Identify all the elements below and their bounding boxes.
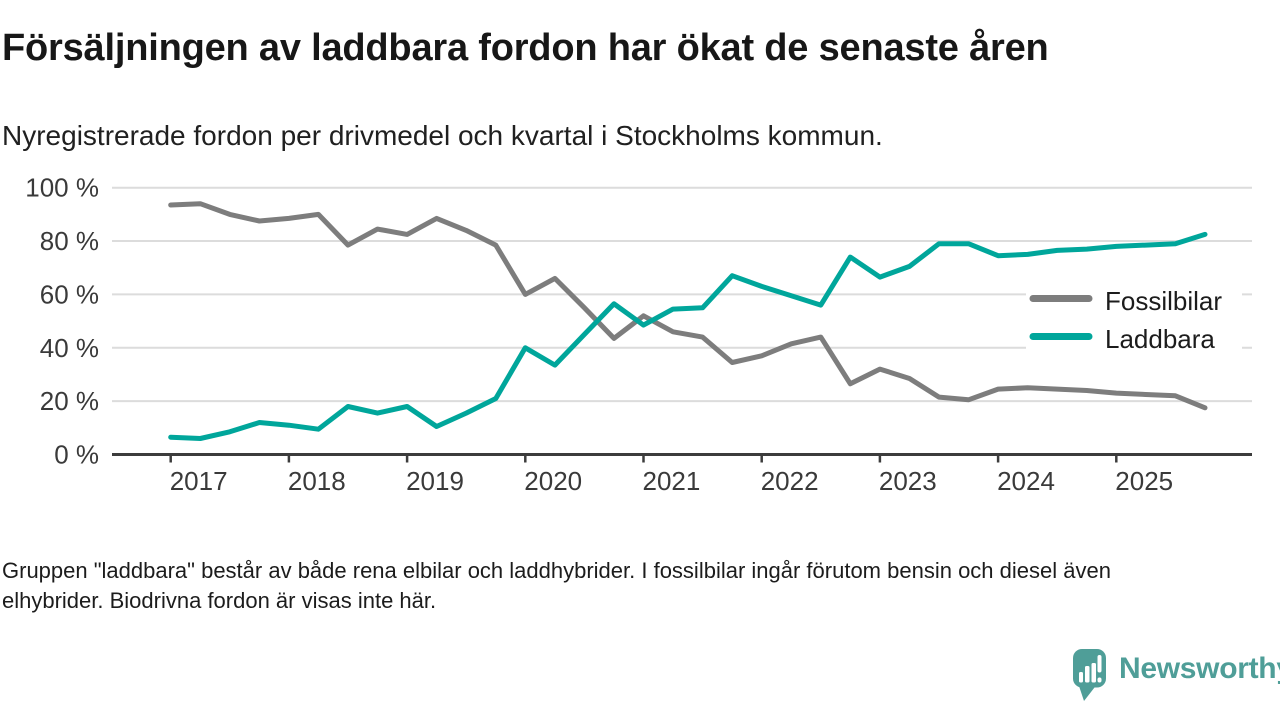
series-line-laddbara bbox=[168, 231, 1208, 441]
newsworthy-logo: Newsworthy bbox=[1073, 645, 1280, 705]
x-tick-label: 2022 bbox=[761, 466, 819, 496]
x-axis bbox=[112, 453, 1252, 463]
footnote: Gruppen "laddbara" består av både rena e… bbox=[2, 558, 1111, 613]
legend-label-fossilbilar: Fossilbilar bbox=[1105, 286, 1222, 316]
x-tick-label: 2020 bbox=[524, 466, 582, 496]
data-series bbox=[168, 201, 1208, 441]
x-tick-label: 2018 bbox=[288, 466, 346, 496]
page-title: Försäljningen av laddbara fordon har öka… bbox=[2, 27, 1049, 69]
y-tick-label: 80 % bbox=[40, 226, 99, 256]
newsworthy-icon bbox=[1073, 649, 1106, 701]
y-tick-label: 60 % bbox=[40, 279, 99, 309]
x-tick-label: 2023 bbox=[879, 466, 937, 496]
series-line-fossilbilar bbox=[168, 201, 1208, 411]
x-tick-label: 2024 bbox=[997, 466, 1055, 496]
x-tick-label: 2021 bbox=[643, 466, 701, 496]
page-subtitle: Nyregistrerade fordon per drivmedel och … bbox=[2, 120, 883, 151]
y-tick-label: 40 % bbox=[40, 333, 99, 363]
x-tick-label: 2019 bbox=[406, 466, 464, 496]
y-tick-label: 0 % bbox=[54, 440, 99, 470]
newsworthy-wordmark: Newsworthy bbox=[1119, 652, 1280, 685]
legend-label-laddbara: Laddbara bbox=[1105, 324, 1215, 354]
speech-bubble-tail bbox=[1078, 683, 1098, 701]
y-tick-label: 20 % bbox=[40, 386, 99, 416]
axis-tick-labels: 2017 2018 2019 2020 2021 2022 2023 2024 2025 100 … bbox=[25, 173, 1173, 496]
x-tick-label: 2017 bbox=[170, 466, 228, 496]
legend: Fossilbilar Laddbara bbox=[1026, 283, 1242, 356]
x-tick-label: 2025 bbox=[1115, 466, 1173, 496]
y-tick-label: 100 % bbox=[25, 173, 99, 203]
